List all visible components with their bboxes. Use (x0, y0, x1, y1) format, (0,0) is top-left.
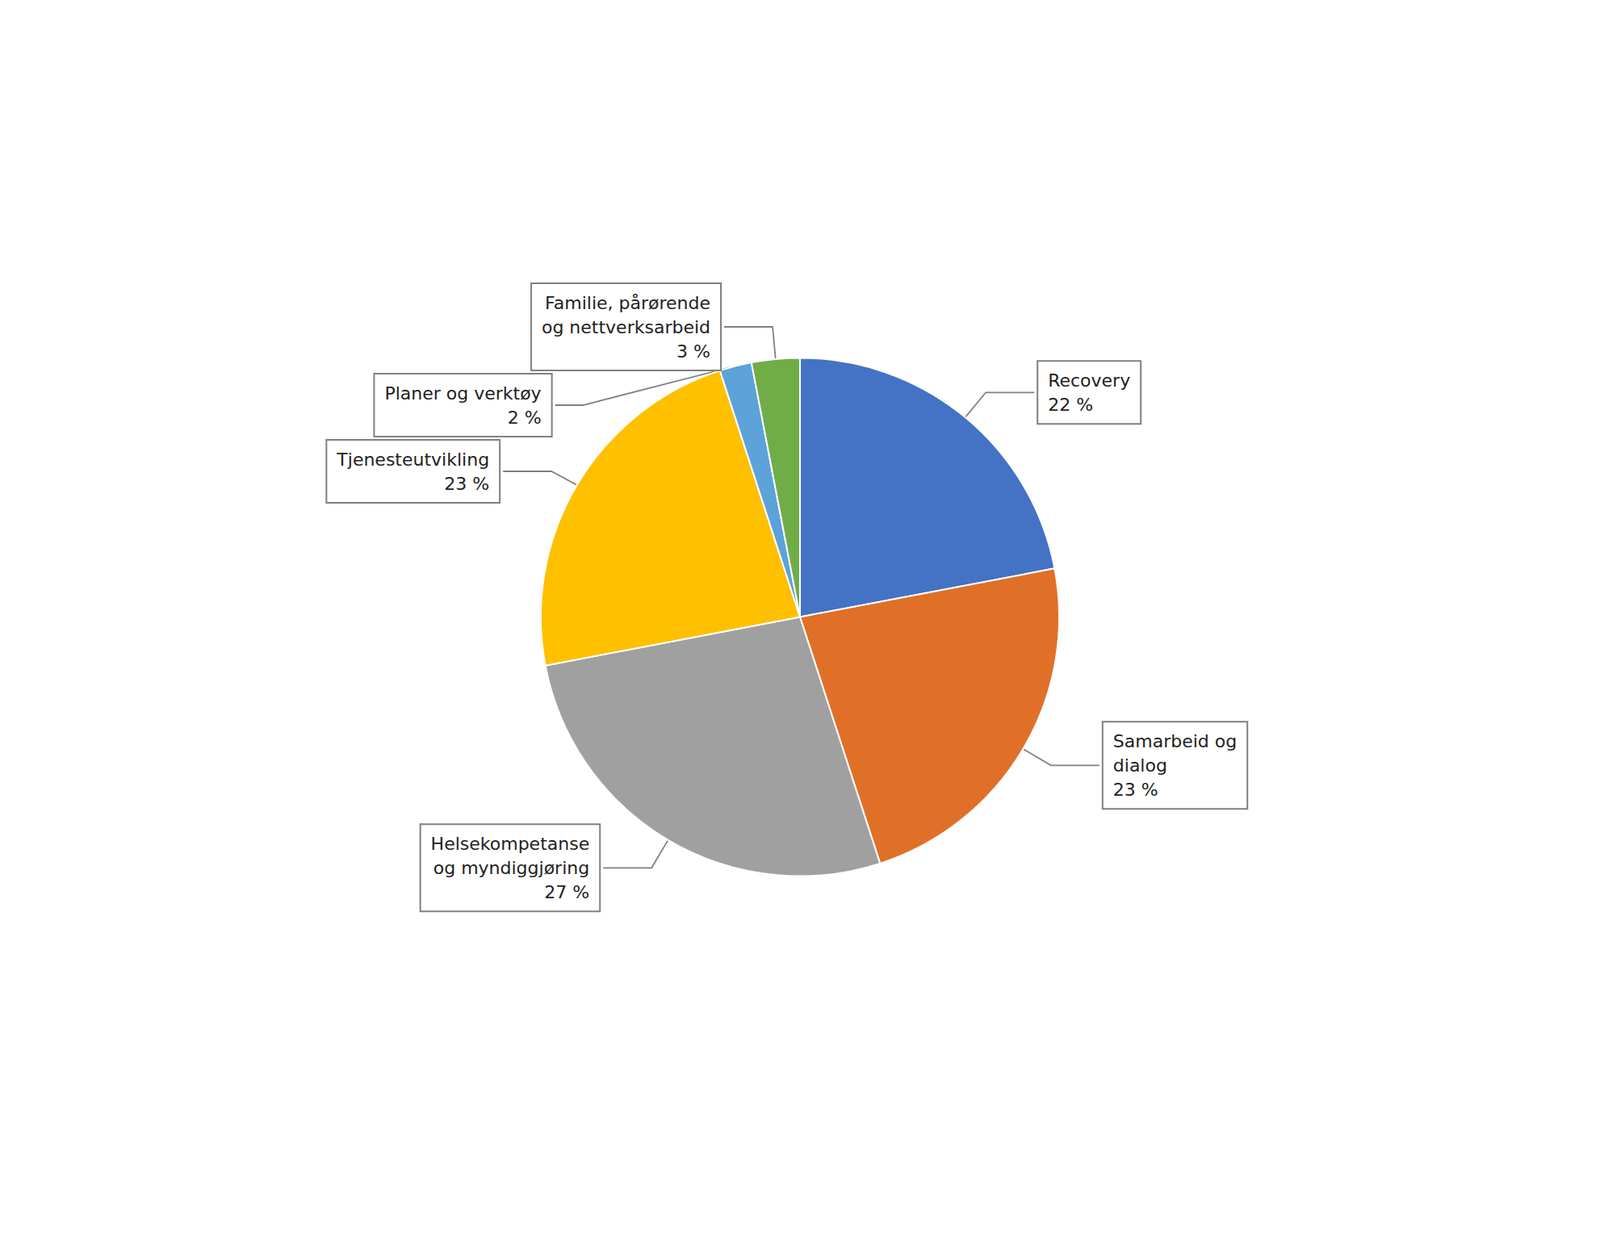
svg-text:22 %: 22 % (1047, 394, 1094, 415)
svg-text:Samarbeid og: Samarbeid og (1113, 731, 1237, 752)
svg-text:dialog: dialog (1113, 755, 1168, 776)
svg-text:3 %: 3 % (676, 341, 711, 362)
svg-text:23 %: 23 % (443, 473, 490, 495)
svg-text:23 %: 23 % (1113, 779, 1159, 800)
svg-text:Helsekompetanse: Helsekompetanse (431, 833, 591, 855)
svg-text:og myndiggjøring: og myndiggjøring (433, 858, 590, 879)
svg-text:2 %: 2 % (507, 407, 542, 428)
svg-text:Planer og verktøy: Planer og verktøy (384, 383, 541, 404)
svg-text:Familie, pårørende: Familie, pårørende (544, 293, 711, 314)
svg-text:Recovery: Recovery (1047, 370, 1131, 391)
svg-text:og nettverksarbeid: og nettverksarbeid (541, 317, 711, 338)
svg-text:27 %: 27 % (544, 882, 590, 903)
svg-text:Tjenesteutvikling: Tjenesteutvikling (335, 449, 490, 470)
